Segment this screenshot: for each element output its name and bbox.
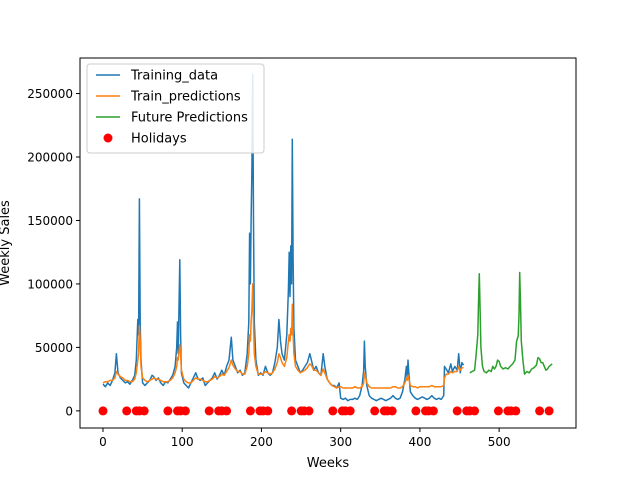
x-tick-label: 0: [99, 435, 107, 449]
holiday-point: [245, 406, 255, 416]
y-tick-label: 50000: [35, 341, 73, 355]
holiday-point: [387, 406, 397, 416]
holiday-point: [304, 406, 314, 416]
holiday-point: [122, 406, 132, 416]
legend-label-train-predictions: Train_predictions: [130, 90, 241, 105]
holiday-point: [263, 406, 273, 416]
holiday-point: [411, 406, 421, 416]
holiday-point: [222, 406, 232, 416]
holiday-point: [544, 406, 554, 416]
holiday-point: [452, 406, 462, 416]
holidays-markers: [98, 406, 554, 416]
legend-box: [86, 63, 265, 154]
holiday-point: [370, 406, 380, 416]
x-axis-label: Weeks: [307, 456, 350, 471]
x-tick-label: 100: [171, 435, 194, 449]
holiday-point: [287, 406, 297, 416]
holiday-point: [163, 406, 173, 416]
train-predictions-line: [102, 283, 464, 389]
holiday-point: [204, 406, 214, 416]
holiday-point: [511, 406, 521, 416]
holiday-point: [428, 406, 438, 416]
holiday-point: [180, 406, 190, 416]
legend-swatch-holidays: [103, 133, 113, 143]
legend-label-holidays: Holidays: [131, 132, 187, 147]
x-tick-label: 400: [408, 435, 431, 449]
holiday-point: [493, 406, 503, 416]
x-tick-label: 300: [329, 435, 352, 449]
training-data-line: [102, 73, 465, 402]
holiday-point: [139, 406, 149, 416]
y-tick-label: 200000: [27, 151, 73, 165]
y-axis-ticks: 0 50000 100000 150000 200000 250000: [27, 87, 80, 418]
y-tick-label: 0: [65, 404, 73, 418]
y-tick-label: 250000: [27, 87, 73, 101]
holiday-point: [328, 406, 338, 416]
legend-label-future-predictions: Future Predictions: [131, 111, 248, 126]
y-tick-label: 100000: [27, 277, 73, 291]
future-predictions-line: [469, 271, 553, 375]
legend: Training_data Train_predictions Future Pre…: [86, 63, 265, 154]
holiday-point: [470, 406, 480, 416]
legend-label-training-data: Training_data: [130, 69, 218, 84]
holiday-point: [345, 406, 355, 416]
y-axis-label: Weekly Sales: [0, 200, 13, 286]
x-tick-label: 200: [250, 435, 273, 449]
x-axis-ticks: 0 100 200 300 400 500: [99, 428, 511, 449]
axes-frame: [79, 57, 577, 429]
y-tick-label: 150000: [27, 214, 73, 228]
holiday-point: [535, 406, 545, 416]
holiday-point: [98, 406, 108, 416]
series-layer: [98, 73, 554, 416]
x-tick-label: 500: [488, 435, 511, 449]
